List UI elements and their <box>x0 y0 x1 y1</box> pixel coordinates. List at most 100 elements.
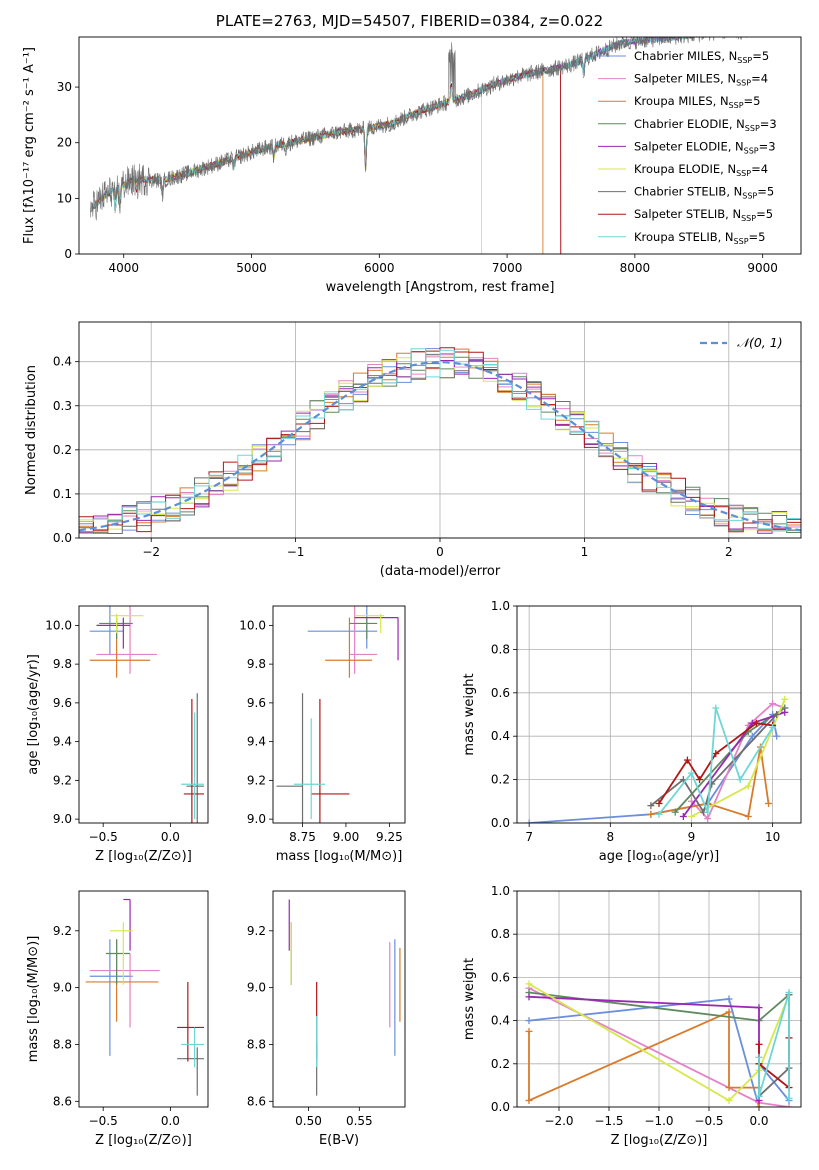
weight-marker <box>769 724 777 732</box>
errorbar-point <box>109 613 144 634</box>
y-axis-label: Normed distribution <box>24 365 39 495</box>
weight-marker <box>712 750 720 758</box>
y-tick-label: 0.0 <box>53 531 72 545</box>
x-tick-label: −0.5 <box>89 830 118 844</box>
x-tick-label: 8 <box>606 830 614 844</box>
y-tick-label: 0.2 <box>491 1057 510 1071</box>
y-tick-label: 10.0 <box>239 618 266 632</box>
weight-marker <box>704 815 712 823</box>
weight-marker <box>781 695 789 703</box>
errorbar-point <box>186 693 204 823</box>
plot-area <box>85 898 204 1096</box>
errorbar-point <box>349 606 378 674</box>
y-tick-label: 10 <box>57 191 72 205</box>
x-tick-label: 0.50 <box>295 1114 322 1128</box>
weight-marker <box>736 776 744 784</box>
weight-marker <box>773 732 781 740</box>
y-tick-label: 8.6 <box>247 1094 266 1108</box>
errorbar-point <box>183 699 204 823</box>
y-tick-label: 0.2 <box>53 443 72 457</box>
legend-label: Salpeter STELIB, NSSP=5 <box>634 207 773 223</box>
errorbar-point <box>89 617 151 678</box>
weight-marker <box>765 799 773 807</box>
y-tick-label: 0.3 <box>53 399 72 413</box>
y-tick-label: 9.8 <box>53 657 72 671</box>
weight-line-kroupa-stelib <box>658 707 774 815</box>
errorbar-point <box>293 718 326 820</box>
panel-residuals: −2 −1 0 1 2 0.0 0.1 0.2 0.3 0.4 (data-model)/error… <box>24 321 802 579</box>
y-tick-label: 9.8 <box>247 657 266 671</box>
x-tick-label: 7 <box>525 830 533 844</box>
legend-label: Kroupa MILES, NSSP=5 <box>634 94 760 110</box>
x-axis-label: mass [log₁₀(M/M⊙)] <box>276 849 403 864</box>
weight-marker <box>655 810 663 818</box>
y-tick-label: 0.0 <box>491 816 510 830</box>
y-tick-label: 1.0 <box>491 884 510 898</box>
legend-label: Chabrier MILES, NSSP=5 <box>634 49 769 65</box>
weight-marker <box>769 700 777 708</box>
errorbar-point <box>105 939 131 985</box>
spectrum-data-line <box>90 37 747 221</box>
spectrum-model-salpeter-miles <box>90 65 562 254</box>
normal-curve <box>79 360 801 532</box>
errorbar-point <box>177 1047 204 1096</box>
weight-marker <box>755 1053 763 1061</box>
x-tick-label: 0.55 <box>346 1114 373 1128</box>
errorbar-point <box>311 699 350 823</box>
legend-label: Chabrier ELODIE, NSSP=3 <box>634 117 777 133</box>
x-axis-label: Z [log₁₀(Z/Z⊙)] <box>95 1133 192 1148</box>
errorbar-point <box>123 898 131 951</box>
errorbar-point <box>181 1027 204 1068</box>
y-tick-label: 20 <box>57 136 72 150</box>
y-tick-label: 9.2 <box>247 924 266 938</box>
weight-marker <box>679 812 687 820</box>
weight-marker <box>647 810 655 818</box>
spectrum-model-kroupa-elodie <box>90 87 482 254</box>
errorbar-point <box>99 617 133 639</box>
weight-marker <box>781 708 789 716</box>
x-tick-label: 2 <box>725 545 733 559</box>
x-tick-label: 0.0 <box>749 1114 768 1128</box>
x-tick-label: −0.5 <box>89 1114 118 1128</box>
weight-marker <box>696 776 704 784</box>
axes-frame <box>78 36 802 255</box>
y-tick-label: 0.4 <box>53 355 72 369</box>
weight-marker <box>725 1097 733 1105</box>
x-tick-label: 8.75 <box>289 830 316 844</box>
weight-marker <box>785 1094 793 1102</box>
legend-label: Chabrier STELIB, NSSP=5 <box>634 185 774 201</box>
errorbar-point <box>177 981 204 1062</box>
y-axis-label: Flux [fλ10⁻¹⁷ erg cm⁻² s⁻¹ A⁻¹] <box>22 47 37 244</box>
errorbar-point <box>354 613 385 634</box>
plot-area <box>288 899 401 1096</box>
errorbar-point <box>325 617 372 678</box>
legend-label: 𝒩(0, 1) <box>737 335 783 350</box>
y-tick-label: 9.4 <box>247 735 266 749</box>
y-axis-label: age [log₁₀(age/yr)] <box>26 654 41 775</box>
plot-area <box>89 606 204 823</box>
weight-marker <box>655 799 663 807</box>
x-axis-label: Z [log₁₀(Z/Z⊙)] <box>95 849 192 864</box>
weight-marker <box>725 1084 733 1092</box>
x-axis-label: E(B-V) <box>319 1133 359 1148</box>
weight-marker <box>687 812 695 820</box>
x-axis-label: wavelength [Angstrom, rest frame] <box>326 280 555 295</box>
y-tick-label: 9.0 <box>247 981 266 995</box>
plot-area <box>517 891 801 1107</box>
weight-marker <box>671 808 679 816</box>
y-tick-label: 10.0 <box>45 618 72 632</box>
y-tick-label: 9.6 <box>53 696 72 710</box>
x-tick-label: 0 <box>436 545 444 559</box>
panel-mass-vs-Z: −0.5 0.0 8.6 8.8 9.0 9.2 Z [log₁₀(Z/Z⊙)] mass [… <box>26 890 209 1148</box>
weight-marker <box>647 802 655 810</box>
weight-marker <box>704 808 712 816</box>
y-tick-label: 9.2 <box>53 924 72 938</box>
weight-marker <box>755 1040 763 1048</box>
x-axis-label: (data-model)/error <box>380 564 501 579</box>
x-tick-label: −1.5 <box>594 1114 623 1128</box>
panel-age-vs-mass: 8.75 9.00 9.25 9.0 9.2 9.4 9.6 9.8 10.0 mass [log… <box>239 605 406 864</box>
y-tick-label: 0 <box>64 247 72 261</box>
weight-marker <box>525 1027 533 1035</box>
x-tick-label: 9 <box>688 830 696 844</box>
x-tick-label: 0.0 <box>161 1114 180 1128</box>
